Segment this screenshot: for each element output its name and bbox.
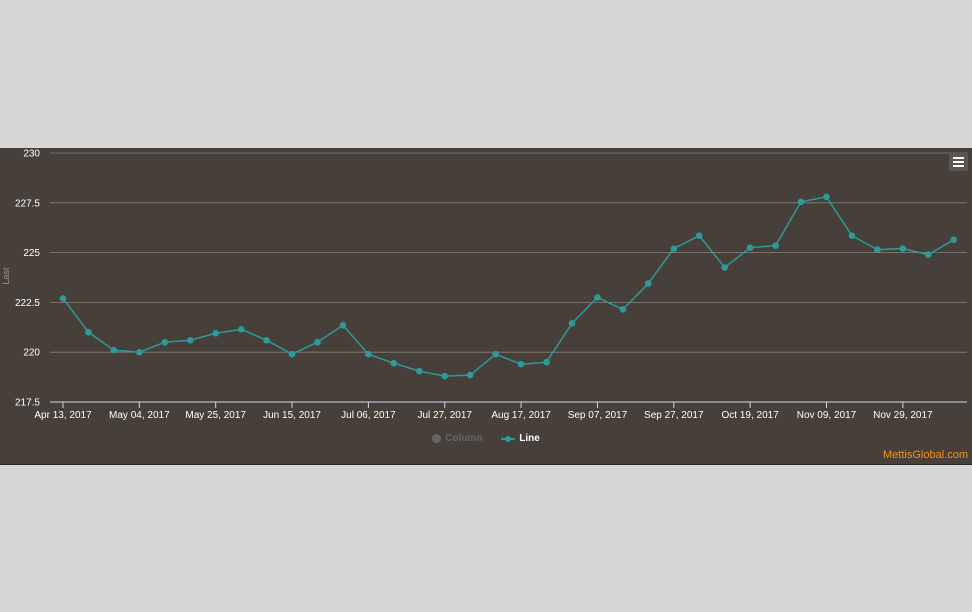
legend-column-label: Column xyxy=(445,433,483,444)
data-point xyxy=(543,358,550,366)
grid xyxy=(50,152,967,403)
data-point xyxy=(899,245,907,252)
line-chart: 217.5 220 222.5 225 227.5 230 Last Apr 13, 2017… xyxy=(1,149,967,421)
data-point xyxy=(365,350,372,358)
data-point xyxy=(568,320,576,327)
x-tick-label: May 04, 2017 xyxy=(109,410,170,421)
y-tick-label: 230 xyxy=(23,149,40,160)
y-tick-label: 227.5 xyxy=(15,198,40,209)
y-tick-label: 222.5 xyxy=(15,298,40,309)
x-tick-label: Jun 15, 2017 xyxy=(263,410,321,421)
x-tick-label: Nov 29, 2017 xyxy=(873,410,933,421)
x-tick-label: Aug 17, 2017 xyxy=(491,410,551,421)
data-point xyxy=(136,348,143,356)
data-point xyxy=(695,232,703,239)
data-point xyxy=(874,246,881,253)
data-point xyxy=(670,245,678,252)
x-tick-label: Sep 07, 2017 xyxy=(568,410,628,421)
data-point xyxy=(645,280,652,287)
x-tick-label: Apr 13, 2017 xyxy=(34,410,92,421)
hamburger-icon xyxy=(953,165,964,167)
data-point xyxy=(950,236,958,243)
data-point xyxy=(390,359,398,367)
legend-item-column[interactable]: Column xyxy=(432,433,482,444)
data-point xyxy=(823,193,830,201)
chart-container: 217.5 220 222.5 225 227.5 230 Last Apr 13, 2017… xyxy=(0,148,972,465)
x-tick-label: May 25, 2017 xyxy=(185,410,246,421)
data-point xyxy=(721,264,728,271)
legend-line-marker-icon xyxy=(501,434,516,443)
legend: Column Line xyxy=(0,433,972,444)
data-point xyxy=(288,350,296,358)
data-point xyxy=(619,306,627,313)
data-point xyxy=(594,294,601,301)
data-point xyxy=(314,338,321,346)
x-tick-label: Nov 09, 2017 xyxy=(797,410,857,421)
data-point xyxy=(746,244,754,251)
x-tick-label: Jul 27, 2017 xyxy=(418,410,473,421)
data-point xyxy=(441,372,449,380)
y-tick-label: 220 xyxy=(23,348,40,359)
data-point xyxy=(339,322,347,329)
data-point xyxy=(925,251,932,258)
data-point xyxy=(517,360,525,368)
data-point xyxy=(492,350,499,358)
data-point xyxy=(466,371,474,379)
data-point xyxy=(110,346,118,354)
legend-line-label: Line xyxy=(519,433,540,444)
y-tick-label: 217.5 xyxy=(15,398,40,409)
data-point xyxy=(186,336,194,344)
legend-item-line[interactable]: Line xyxy=(501,433,540,444)
legend-column-dot-icon xyxy=(432,434,442,443)
hamburger-icon xyxy=(953,157,964,159)
data-point xyxy=(59,295,67,302)
data-point xyxy=(263,336,270,344)
data-point xyxy=(797,198,805,206)
data-point xyxy=(212,329,219,337)
y-axis-label: Last xyxy=(1,267,11,285)
x-tick-label: Oct 19, 2017 xyxy=(722,410,780,421)
series-line-path xyxy=(62,195,955,377)
data-point xyxy=(416,367,423,375)
y-tick-label: 225 xyxy=(23,248,40,259)
x-tick-label: Jul 06, 2017 xyxy=(341,410,396,421)
data-point xyxy=(848,232,856,239)
credit-link[interactable]: MettisGlobal.com xyxy=(883,449,968,461)
data-point xyxy=(85,328,92,336)
hamburger-icon xyxy=(953,161,964,163)
data-point xyxy=(237,325,245,333)
data-point xyxy=(161,338,169,346)
x-tick-label: Sep 27, 2017 xyxy=(644,410,704,421)
context-menu-button[interactable] xyxy=(949,152,968,171)
data-point xyxy=(772,242,779,249)
series-line xyxy=(59,193,958,380)
axes: 217.5 220 222.5 225 227.5 230 Last Apr 13, 2017… xyxy=(1,149,967,421)
